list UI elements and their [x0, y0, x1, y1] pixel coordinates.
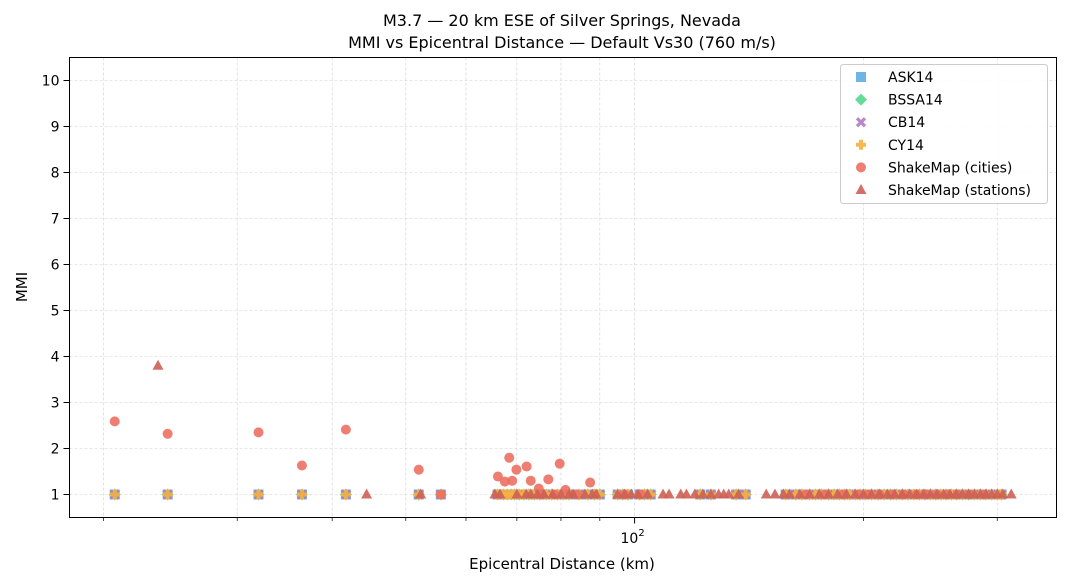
data-point: [612, 488, 624, 499]
data-point: [585, 477, 596, 488]
data-point: [896, 488, 908, 499]
data-point: [642, 488, 654, 499]
y-tick-label: 4: [51, 350, 60, 366]
data-point: [162, 428, 173, 439]
data-point: [874, 488, 886, 499]
y-tick-label: 3: [51, 396, 60, 412]
data-point: [511, 488, 523, 499]
data-point: [769, 488, 781, 499]
legend-box: [840, 64, 1048, 204]
data-point: [567, 488, 579, 499]
data-point: [794, 488, 806, 499]
data-point: [492, 471, 503, 482]
data-point: [813, 488, 825, 499]
data-point: [740, 489, 751, 500]
y-tick-label: 9: [51, 120, 60, 136]
series-shakemap-stations: [152, 359, 1017, 499]
data-point: [866, 488, 878, 499]
y-tick-label: 10: [42, 74, 60, 90]
legend-label: ASK14: [888, 70, 934, 86]
data-point: [760, 488, 772, 499]
data-point: [162, 489, 173, 500]
data-point: [697, 488, 709, 499]
data-point: [689, 488, 701, 499]
data-point: [904, 488, 916, 499]
data-point: [881, 488, 893, 499]
data-point: [705, 488, 717, 499]
data-point: [543, 474, 554, 485]
data-point: [857, 488, 869, 499]
data-point: [723, 488, 735, 499]
chart-title: M3.7 — 20 km ESE of Silver Springs, Neva…: [383, 11, 741, 30]
data-point: [415, 488, 427, 499]
data-point: [361, 488, 373, 499]
legend-label: CY14: [888, 138, 924, 154]
legend-marker-x-icon: [855, 117, 867, 128]
y-axis-label: MMI: [13, 272, 31, 302]
data-point: [253, 427, 264, 438]
y-tick-label: 6: [51, 258, 60, 274]
y-tick-label: 7: [51, 212, 60, 228]
data-point: [507, 475, 518, 486]
legend-marker-circle-icon: [856, 162, 866, 173]
data-point: [804, 488, 816, 499]
legend-marker-square-icon: [856, 72, 866, 82]
data-point: [538, 488, 550, 499]
data-point: [521, 461, 532, 472]
series-shakemap-cities: [109, 416, 989, 500]
data-point: [590, 488, 602, 499]
data-point: [435, 489, 446, 500]
y-tick-label: 8: [51, 166, 60, 182]
data-point: [823, 488, 835, 499]
legend-label: BSSA14: [888, 93, 943, 109]
data-point: [997, 488, 1009, 499]
plot-frame: [69, 57, 1057, 518]
legend-label: CB14: [888, 115, 925, 131]
data-point: [499, 476, 510, 487]
data-point: [109, 416, 120, 427]
data-point: [840, 488, 852, 499]
axes: 102 1 2 3 4 5 6 7 8 9 10: [42, 74, 998, 547]
x-tick-label: 102: [621, 528, 645, 547]
data-point: [525, 475, 536, 486]
data-point: [1005, 488, 1017, 499]
data-point: [340, 424, 351, 435]
data-point: [511, 464, 522, 475]
data-point: [889, 488, 901, 499]
x-axis-label: Epicentral Distance (km): [469, 555, 655, 573]
data-point: [296, 460, 307, 471]
y-tick-label: 2: [51, 442, 60, 458]
data-points: [108, 359, 1017, 501]
legend-label: ShakeMap (stations): [888, 183, 1031, 199]
data-point: [784, 488, 796, 499]
legend-marker-diamond-icon: [855, 93, 867, 106]
legend-marker-plus-icon: [856, 139, 866, 150]
legend-label: ShakeMap (cities): [888, 160, 1012, 176]
data-point: [663, 488, 675, 499]
data-point: [253, 489, 264, 500]
data-point: [494, 488, 506, 499]
data-point: [911, 488, 923, 499]
y-tick-label: 5: [51, 304, 60, 320]
data-point: [579, 488, 591, 499]
data-point: [554, 458, 565, 469]
data-point: [632, 488, 644, 499]
data-point: [832, 488, 844, 499]
data-point: [555, 488, 567, 499]
y-tick-label: 1: [51, 488, 60, 504]
legend-marker-triangle-icon: [855, 184, 867, 194]
data-point: [733, 488, 745, 499]
data-point: [109, 489, 120, 500]
legend: ASK14 BSSA14 CB14 CY14 ShakeMap (cities) Shak…: [840, 64, 1048, 204]
data-point: [152, 359, 164, 370]
chart-subtitle: MMI vs Epicentral Distance — Default Vs3…: [348, 33, 776, 52]
data-point: [547, 488, 559, 499]
data-point: [680, 488, 692, 499]
data-point: [296, 489, 307, 500]
data-point: [504, 452, 515, 463]
data-point: [849, 488, 861, 499]
data-point: [340, 489, 351, 500]
data-point: [413, 464, 424, 475]
